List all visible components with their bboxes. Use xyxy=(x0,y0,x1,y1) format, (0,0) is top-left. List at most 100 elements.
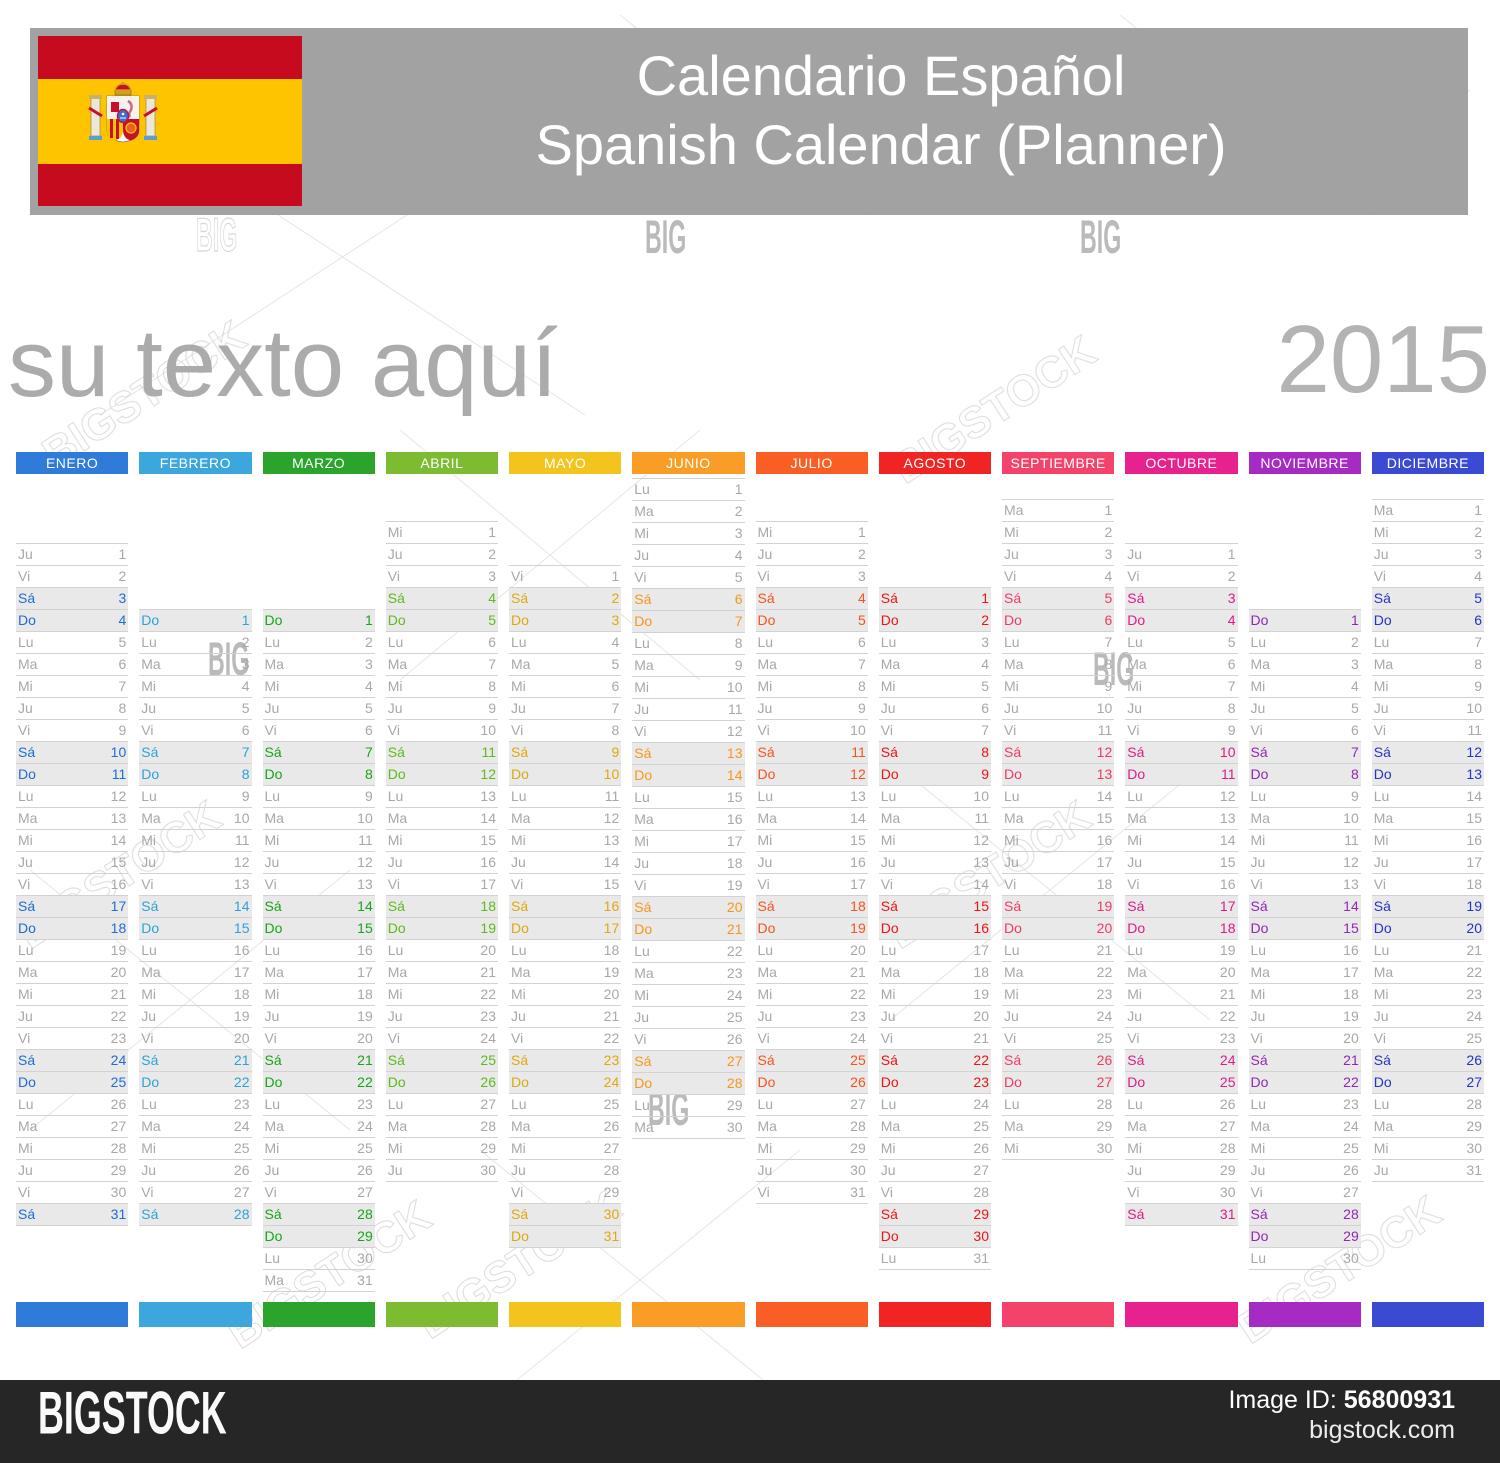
day-number: 17 xyxy=(1343,964,1359,980)
weekday-label: Ju xyxy=(880,1008,896,1024)
day-number: 30 xyxy=(973,1228,989,1244)
weekday-label: Vi xyxy=(141,876,154,892)
day-number: 16 xyxy=(850,854,866,870)
weekday-label: Mi xyxy=(757,1140,773,1156)
day-row: Lu 20 xyxy=(755,940,868,962)
weekday-label: Do xyxy=(141,766,160,782)
month-offset-spacer xyxy=(385,478,498,522)
day-number: 9 xyxy=(981,766,989,782)
day-row: Vi 6 xyxy=(1248,720,1361,742)
weekday-label: Lu xyxy=(1127,788,1143,804)
weekday-label: Ma xyxy=(18,810,38,826)
day-number: 20 xyxy=(1219,964,1236,980)
weekday-label: Do xyxy=(511,766,529,782)
weekday-label: Mi xyxy=(1004,986,1019,1002)
day-number: 7 xyxy=(1350,744,1359,760)
day-row: Mi 8 xyxy=(385,676,498,698)
day-number: 21 xyxy=(233,1052,250,1068)
weekday-label: Mi xyxy=(264,678,280,694)
day-number: 21 xyxy=(973,1030,989,1046)
weekday-label: Ma xyxy=(1373,1118,1394,1134)
weekday-label: Vi xyxy=(511,722,524,738)
day-row: Mi 24 xyxy=(632,985,745,1007)
weekday-label: Ma xyxy=(880,656,901,672)
day-number: 25 xyxy=(603,1096,620,1112)
day-number: 30 xyxy=(1096,1140,1113,1156)
weekday-label: Ma xyxy=(264,1118,284,1134)
day-number: 15 xyxy=(973,898,989,914)
day-row: Ma 14 xyxy=(755,808,868,830)
day-number: 23 xyxy=(1219,1030,1236,1046)
weekday-label: Lu xyxy=(511,942,527,958)
day-row: Vi 21 xyxy=(878,1028,991,1050)
day-row: Lu 10 xyxy=(878,786,991,808)
day-number: 7 xyxy=(981,722,989,738)
weekday-label: Vi xyxy=(18,1184,31,1200)
month-rows: Ma 1 Mi 2 Ju 3 Vi 4 Sá 5 Do 6 Lu 7 Ma 8 Mi 9 Ju 10 Vi 11 Sá 12 D… xyxy=(1371,478,1484,1292)
day-number: 9 xyxy=(734,657,743,673)
weekday-label: Ju xyxy=(757,1008,773,1024)
weekday-label: Ma xyxy=(1373,502,1394,518)
day-row: Ju 6 xyxy=(878,698,991,720)
weekday-label: Sá xyxy=(1250,1206,1268,1222)
weekday-label: Ma xyxy=(141,810,161,826)
weekday-label: Vi xyxy=(757,722,770,738)
weekday-label: Lu xyxy=(511,788,527,804)
day-row: Do 12 xyxy=(755,764,868,786)
weekday-label: Sá xyxy=(1373,1052,1391,1068)
year-label: 2015 xyxy=(1276,306,1490,413)
day-row: Ju 1 xyxy=(1125,544,1238,566)
weekday-label: Sá xyxy=(18,1206,36,1222)
day-row: Sá 11 xyxy=(385,742,498,764)
day-row: Vi 11 xyxy=(1371,720,1484,742)
day-number: 28 xyxy=(973,1184,989,1200)
day-number: 15 xyxy=(1343,920,1359,936)
weekday-label: Mi xyxy=(387,524,403,540)
weekday-label: Ju xyxy=(1127,700,1143,716)
weekday-label: Vi xyxy=(141,1184,154,1200)
day-row: Do 29 xyxy=(1248,1226,1361,1248)
weekday-label: Vi xyxy=(1127,568,1140,584)
day-number: 26 xyxy=(1096,1052,1113,1068)
day-number: 30 xyxy=(357,1250,373,1266)
month-offset-spacer xyxy=(1125,478,1238,544)
day-row: Lu 16 xyxy=(139,940,252,962)
day-row: Ju 19 xyxy=(262,1006,375,1028)
weekday-label: Ma xyxy=(1004,810,1024,826)
day-row: Mi 4 xyxy=(139,676,252,698)
day-number: 6 xyxy=(1227,656,1236,672)
day-number: 31 xyxy=(1219,1206,1236,1222)
weekday-label: Mi xyxy=(1373,986,1389,1002)
day-row: Vi 18 xyxy=(1002,874,1115,896)
day-number: 8 xyxy=(1350,766,1359,782)
weekday-label: Vi xyxy=(18,568,31,584)
weekday-label: Ju xyxy=(387,1162,403,1178)
day-number: 16 xyxy=(110,876,127,892)
day-row: Ju 28 xyxy=(509,1160,622,1182)
weekday-label: Vi xyxy=(1373,1030,1386,1046)
day-number: 11 xyxy=(1467,722,1482,738)
day-number: 15 xyxy=(1219,854,1236,870)
weekday-label: Do xyxy=(511,920,529,936)
day-row: Mi 13 xyxy=(509,830,622,852)
day-row: Sá 4 xyxy=(385,588,498,610)
weekday-label: Sá xyxy=(511,1206,529,1222)
day-number: 26 xyxy=(1343,1162,1359,1178)
weekday-label: Vi xyxy=(880,1030,893,1046)
day-row: Vi 11 xyxy=(1002,720,1115,742)
day-number: 19 xyxy=(726,877,743,893)
day-number: 17 xyxy=(480,876,496,892)
day-number: 17 xyxy=(850,876,866,892)
day-number: 3 xyxy=(364,656,373,672)
weekday-label: Lu xyxy=(1373,1096,1390,1112)
weekday-label: Sá xyxy=(18,1052,36,1068)
day-row: Sá 26 xyxy=(1002,1050,1115,1072)
month-header: SEPTIEMBRE xyxy=(1002,452,1115,474)
day-number: 21 xyxy=(357,1052,373,1068)
day-number: 16 xyxy=(1096,832,1113,848)
day-number: 25 xyxy=(1219,1074,1236,1090)
day-row: Sá 3 xyxy=(16,588,129,610)
day-number: 13 xyxy=(357,876,373,892)
month-rows: Lu 1 Ma 2 Mi 3 Ju 4 Vi 5 Sá 6 Do 7 Lu 8 Ma 9 Mi 10 Ju 11 Vi 12 S… xyxy=(632,478,745,1292)
weekday-label: Sá xyxy=(141,744,159,760)
